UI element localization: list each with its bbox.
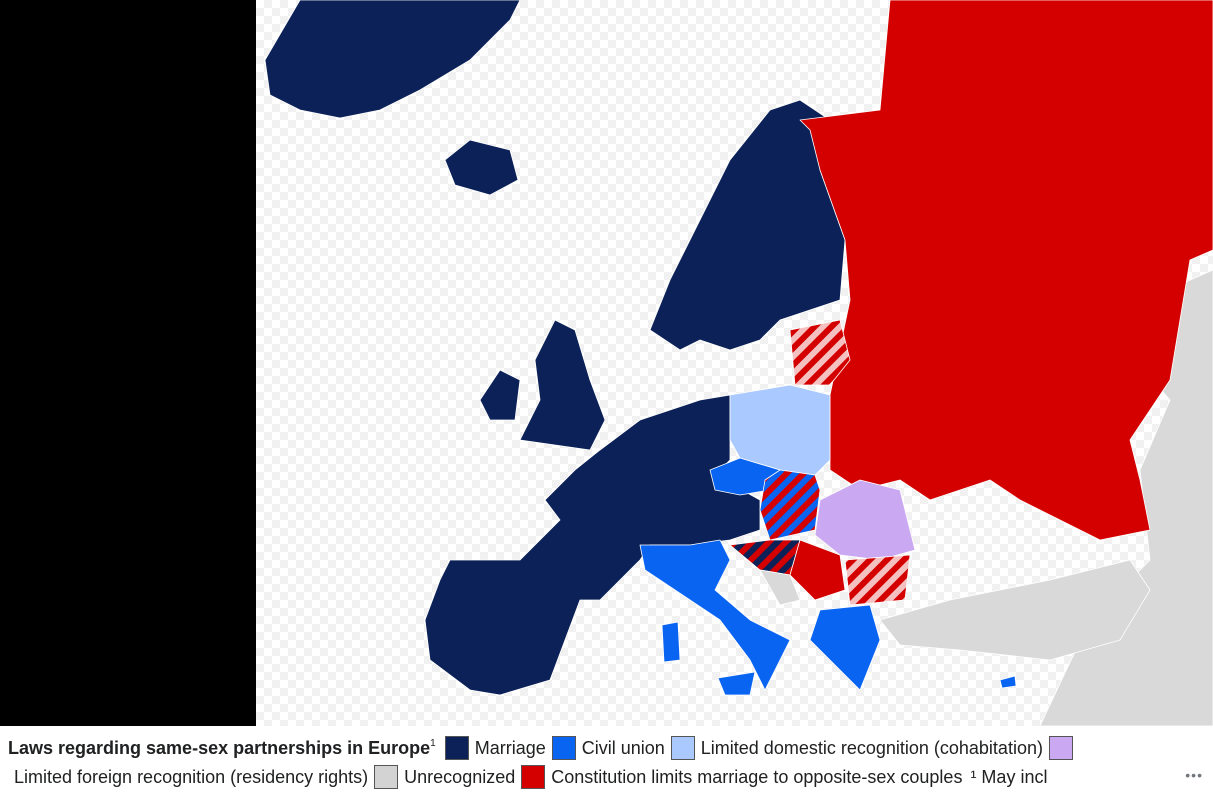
fade	[1110, 763, 1160, 791]
legend-swatch	[551, 736, 576, 760]
bulgaria	[844, 554, 911, 606]
serbia	[789, 539, 846, 601]
map-svg	[264, 0, 1213, 726]
italy	[639, 539, 791, 691]
romania	[814, 479, 916, 561]
russia-ukraine-belarus	[799, 0, 1213, 541]
legend-label: Limited foreign recognition (residency r…	[14, 766, 369, 787]
more-button[interactable]: •••	[1185, 767, 1203, 783]
croatia	[729, 539, 801, 576]
legend-swatch	[1048, 736, 1073, 760]
baltics	[789, 319, 851, 386]
legend-swatch	[521, 765, 546, 789]
greenland	[264, 0, 521, 119]
legend-label: Civil union	[581, 737, 665, 758]
footnote: ¹ May incl	[970, 766, 1048, 787]
caption-title: Laws regarding same-sex partnerships in …	[8, 737, 431, 758]
caption-note: 1	[430, 738, 436, 749]
western-europe	[424, 394, 761, 696]
uk	[519, 319, 606, 451]
legend-swatch	[670, 736, 695, 760]
slovakia-hungary	[759, 469, 821, 541]
cyprus	[999, 675, 1017, 689]
sicily	[717, 671, 756, 696]
turkey	[879, 559, 1151, 661]
map	[256, 0, 1213, 726]
sardinia	[661, 621, 681, 663]
greece	[809, 604, 881, 691]
caption-line: Limited foreign recognition (residency r…	[14, 763, 1184, 791]
legend-label: Limited domestic recognition (cohabitati…	[700, 737, 1043, 758]
legend-label: Marriage	[474, 737, 546, 758]
legend-swatch	[444, 736, 469, 760]
side-panel	[0, 0, 256, 726]
legend-swatch	[374, 765, 399, 789]
bosnia	[759, 569, 801, 606]
legend-label: Unrecognized	[404, 766, 516, 787]
iceland	[444, 139, 519, 196]
legend-label: Constitution limits marriage to opposite…	[551, 766, 963, 787]
caption-line: Laws regarding same-sex partnerships in …	[8, 734, 1079, 762]
ireland	[479, 369, 521, 421]
